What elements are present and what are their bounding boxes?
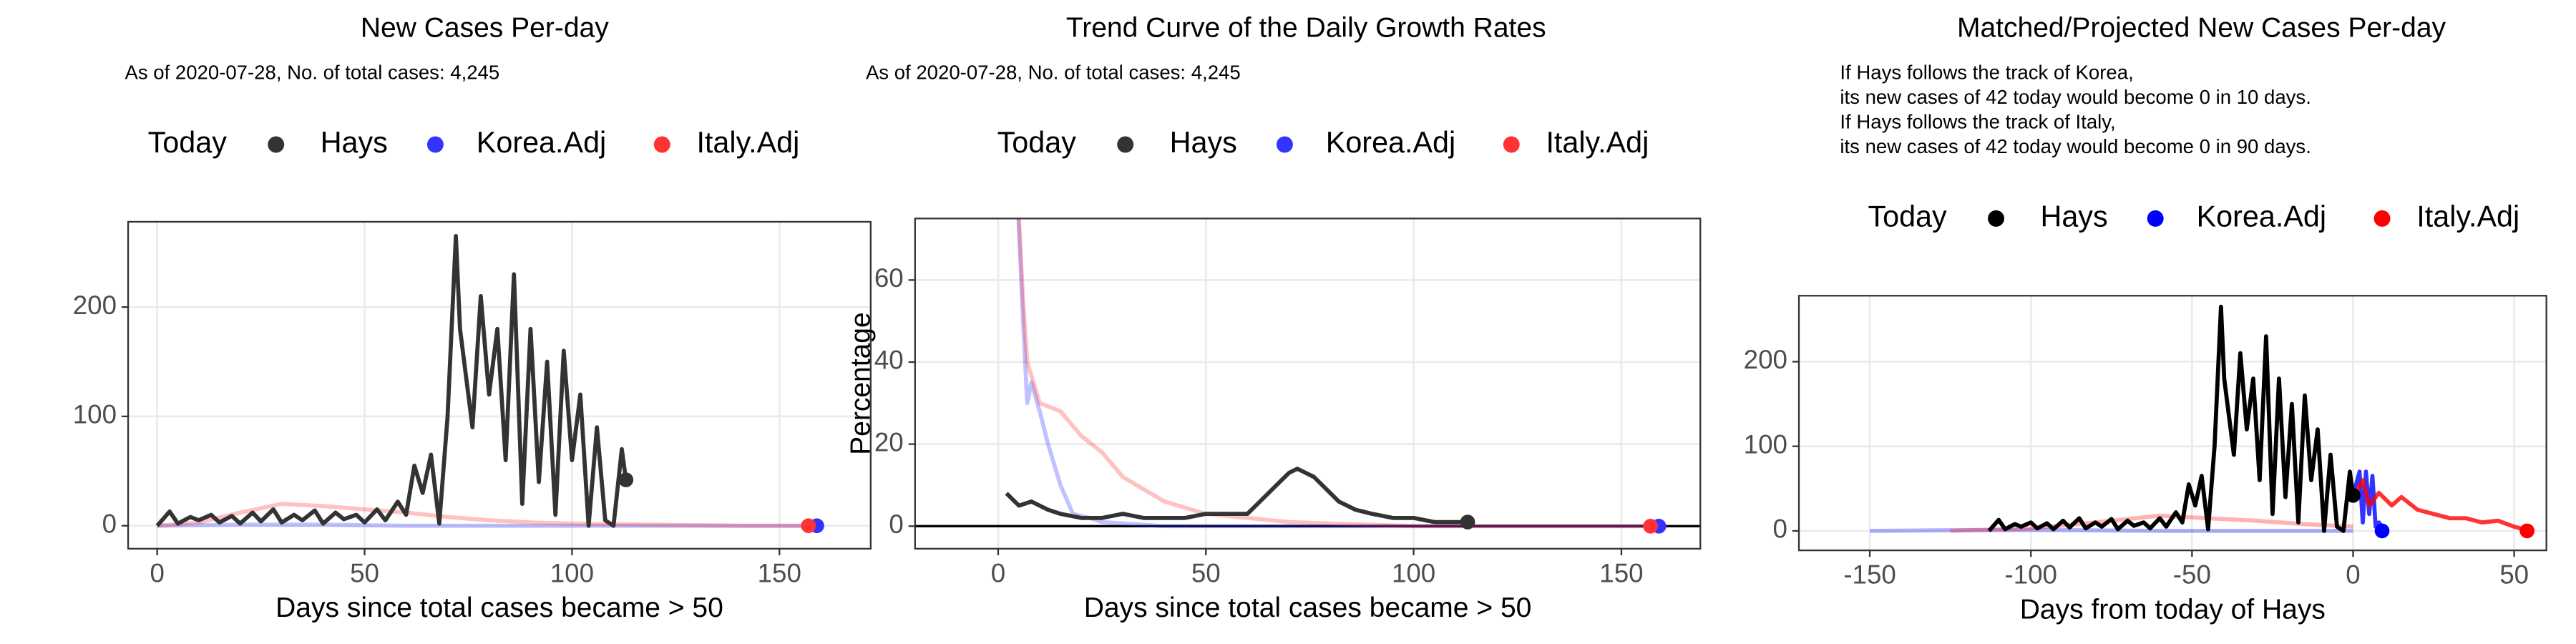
x-tick-label: 0 bbox=[150, 558, 164, 587]
legend-label: Korea.Adj bbox=[1326, 126, 1455, 159]
x-axis-label: Days since total cases became > 50 bbox=[1084, 592, 1532, 623]
legend-title: Today bbox=[148, 126, 228, 159]
x-tick-label: 50 bbox=[2499, 560, 2529, 590]
y-axis-label: Percentage bbox=[846, 312, 877, 455]
series-line bbox=[157, 502, 809, 528]
panel-background bbox=[1799, 296, 2547, 551]
panel: Matched/Projected New Cases Per-day If Ha… bbox=[1744, 13, 2547, 625]
lines bbox=[155, 233, 817, 528]
y-tick-label: 0 bbox=[889, 509, 903, 539]
subtitle: As of 2020-07-28, No. of total cases: 4,… bbox=[866, 62, 1241, 84]
y-tick-label: 100 bbox=[1744, 429, 1787, 459]
legend-marker bbox=[426, 136, 444, 153]
x-axis-label: Days from today of Hays bbox=[2020, 594, 2326, 625]
legend-label: Italy.Adj bbox=[2416, 200, 2519, 233]
plot-area: New Cases Per-day As of 2020-07-28, No. o… bbox=[73, 13, 2547, 625]
chart-title: Matched/Projected New Cases Per-day bbox=[1957, 13, 2446, 44]
x-tick-label: 100 bbox=[550, 558, 594, 587]
today-point bbox=[2519, 523, 2534, 539]
x-tick-label: 0 bbox=[991, 558, 1005, 587]
legend-label: Hays bbox=[321, 126, 388, 159]
lines bbox=[914, 218, 1701, 529]
y-tick-label: 200 bbox=[73, 291, 117, 320]
today-point bbox=[1460, 514, 1475, 530]
x-tick-label: 100 bbox=[1392, 558, 1435, 587]
chart-title: New Cases Per-day bbox=[361, 13, 609, 44]
today-point bbox=[1643, 518, 1658, 534]
legend-marker bbox=[2373, 210, 2391, 227]
series-line bbox=[155, 233, 628, 528]
series-line bbox=[1870, 527, 2353, 533]
y-tick-label: 0 bbox=[102, 509, 117, 538]
annotation: its new cases of 42 today would become 0… bbox=[1840, 86, 2311, 108]
panel-border bbox=[127, 220, 872, 550]
legend-marker bbox=[1503, 136, 1520, 153]
y-tick-label: 100 bbox=[73, 400, 117, 429]
series-line bbox=[1017, 218, 1651, 529]
x-axis-label: Days since total cases became > 50 bbox=[275, 592, 723, 623]
x-tick-label: 150 bbox=[1599, 558, 1643, 587]
panel-border bbox=[914, 218, 1702, 550]
legend-title: Today bbox=[1868, 200, 1947, 233]
series-line bbox=[2351, 478, 2531, 533]
x-tick-label: -150 bbox=[1843, 560, 1896, 590]
legend-title: Today bbox=[997, 126, 1077, 159]
x-tick-label: -100 bbox=[2004, 560, 2057, 590]
legend-marker bbox=[1117, 136, 1134, 153]
series-line bbox=[2351, 469, 2387, 532]
legend-marker bbox=[653, 136, 670, 153]
y-tick-label: 200 bbox=[1744, 345, 1787, 374]
panel-border bbox=[1797, 295, 2547, 552]
legend-marker bbox=[268, 136, 285, 153]
legend-label: Italy.Adj bbox=[1546, 126, 1649, 159]
y-tick-label: 0 bbox=[1773, 514, 1787, 544]
legend-label: Italy.Adj bbox=[696, 126, 799, 159]
y-tick-label: 60 bbox=[874, 263, 904, 293]
y-tick-label: 40 bbox=[874, 346, 904, 375]
series-line bbox=[1016, 218, 1659, 529]
today-point bbox=[2346, 487, 2361, 503]
legend-label: Korea.Adj bbox=[2197, 200, 2326, 233]
chart-title: Trend Curve of the Daily Growth Rates bbox=[1066, 13, 1546, 44]
legend-label: Korea.Adj bbox=[477, 126, 606, 159]
today-point bbox=[2374, 523, 2390, 539]
today-point bbox=[801, 518, 816, 534]
legend-label: Hays bbox=[2041, 200, 2108, 233]
x-tick-label: 0 bbox=[2346, 560, 2360, 590]
legend-marker bbox=[1988, 210, 2004, 227]
legend-marker bbox=[1276, 136, 1293, 153]
legend-marker bbox=[2147, 210, 2164, 227]
annotation: its new cases of 42 today would become 0… bbox=[1840, 135, 2311, 157]
legend-label: Hays bbox=[1170, 126, 1237, 159]
panel-background bbox=[914, 218, 1701, 549]
series-line bbox=[157, 522, 817, 528]
panel: Trend Curve of the Daily Growth Rates As … bbox=[846, 13, 1702, 623]
series-line bbox=[1987, 304, 2356, 533]
subtitle: As of 2020-07-28, No. of total cases: 4,… bbox=[125, 62, 499, 84]
x-tick-label: 50 bbox=[1191, 558, 1221, 587]
x-tick-label: 50 bbox=[350, 558, 379, 587]
today-point bbox=[618, 472, 634, 487]
y-tick-label: 20 bbox=[874, 427, 904, 457]
panel: New Cases Per-day As of 2020-07-28, No. o… bbox=[73, 13, 872, 623]
annotation: If Hays follows the track of Korea, bbox=[1840, 62, 2133, 84]
x-tick-label: -50 bbox=[2173, 560, 2211, 590]
x-tick-label: 150 bbox=[758, 558, 801, 587]
annotation: If Hays follows the track of Italy, bbox=[1840, 110, 2115, 132]
series-line bbox=[1005, 467, 1468, 525]
lines bbox=[1870, 304, 2531, 533]
